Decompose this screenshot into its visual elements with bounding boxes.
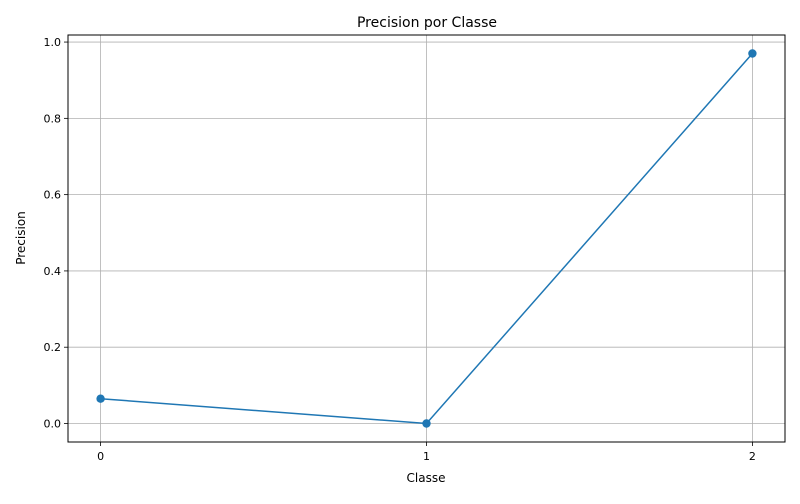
- x-tick-label: 1: [423, 450, 430, 463]
- data-point: [96, 394, 105, 403]
- y-axis-label: Precision: [14, 211, 28, 265]
- y-tick-label: 0.4: [44, 265, 62, 278]
- data-point: [422, 419, 431, 428]
- chart-title: Precision por Classe: [357, 15, 497, 31]
- y-tick-label: 0.0: [44, 418, 62, 431]
- x-tick-label: 2: [749, 450, 756, 463]
- grid-lines: [68, 35, 785, 442]
- x-axis-ticks: 0 1 2: [97, 442, 756, 463]
- series-layer: [96, 49, 757, 428]
- data-point: [748, 49, 757, 58]
- y-tick-label: 0.8: [44, 112, 62, 125]
- x-axis-label: Classe: [407, 471, 446, 485]
- y-axis-ticks: 0.0 0.2 0.4 0.6 0.8 1.0: [44, 36, 68, 431]
- y-tick-label: 1.0: [44, 36, 62, 49]
- x-tick-label: 0: [97, 450, 104, 463]
- y-tick-label: 0.2: [44, 341, 62, 354]
- y-tick-label: 0.6: [44, 189, 62, 202]
